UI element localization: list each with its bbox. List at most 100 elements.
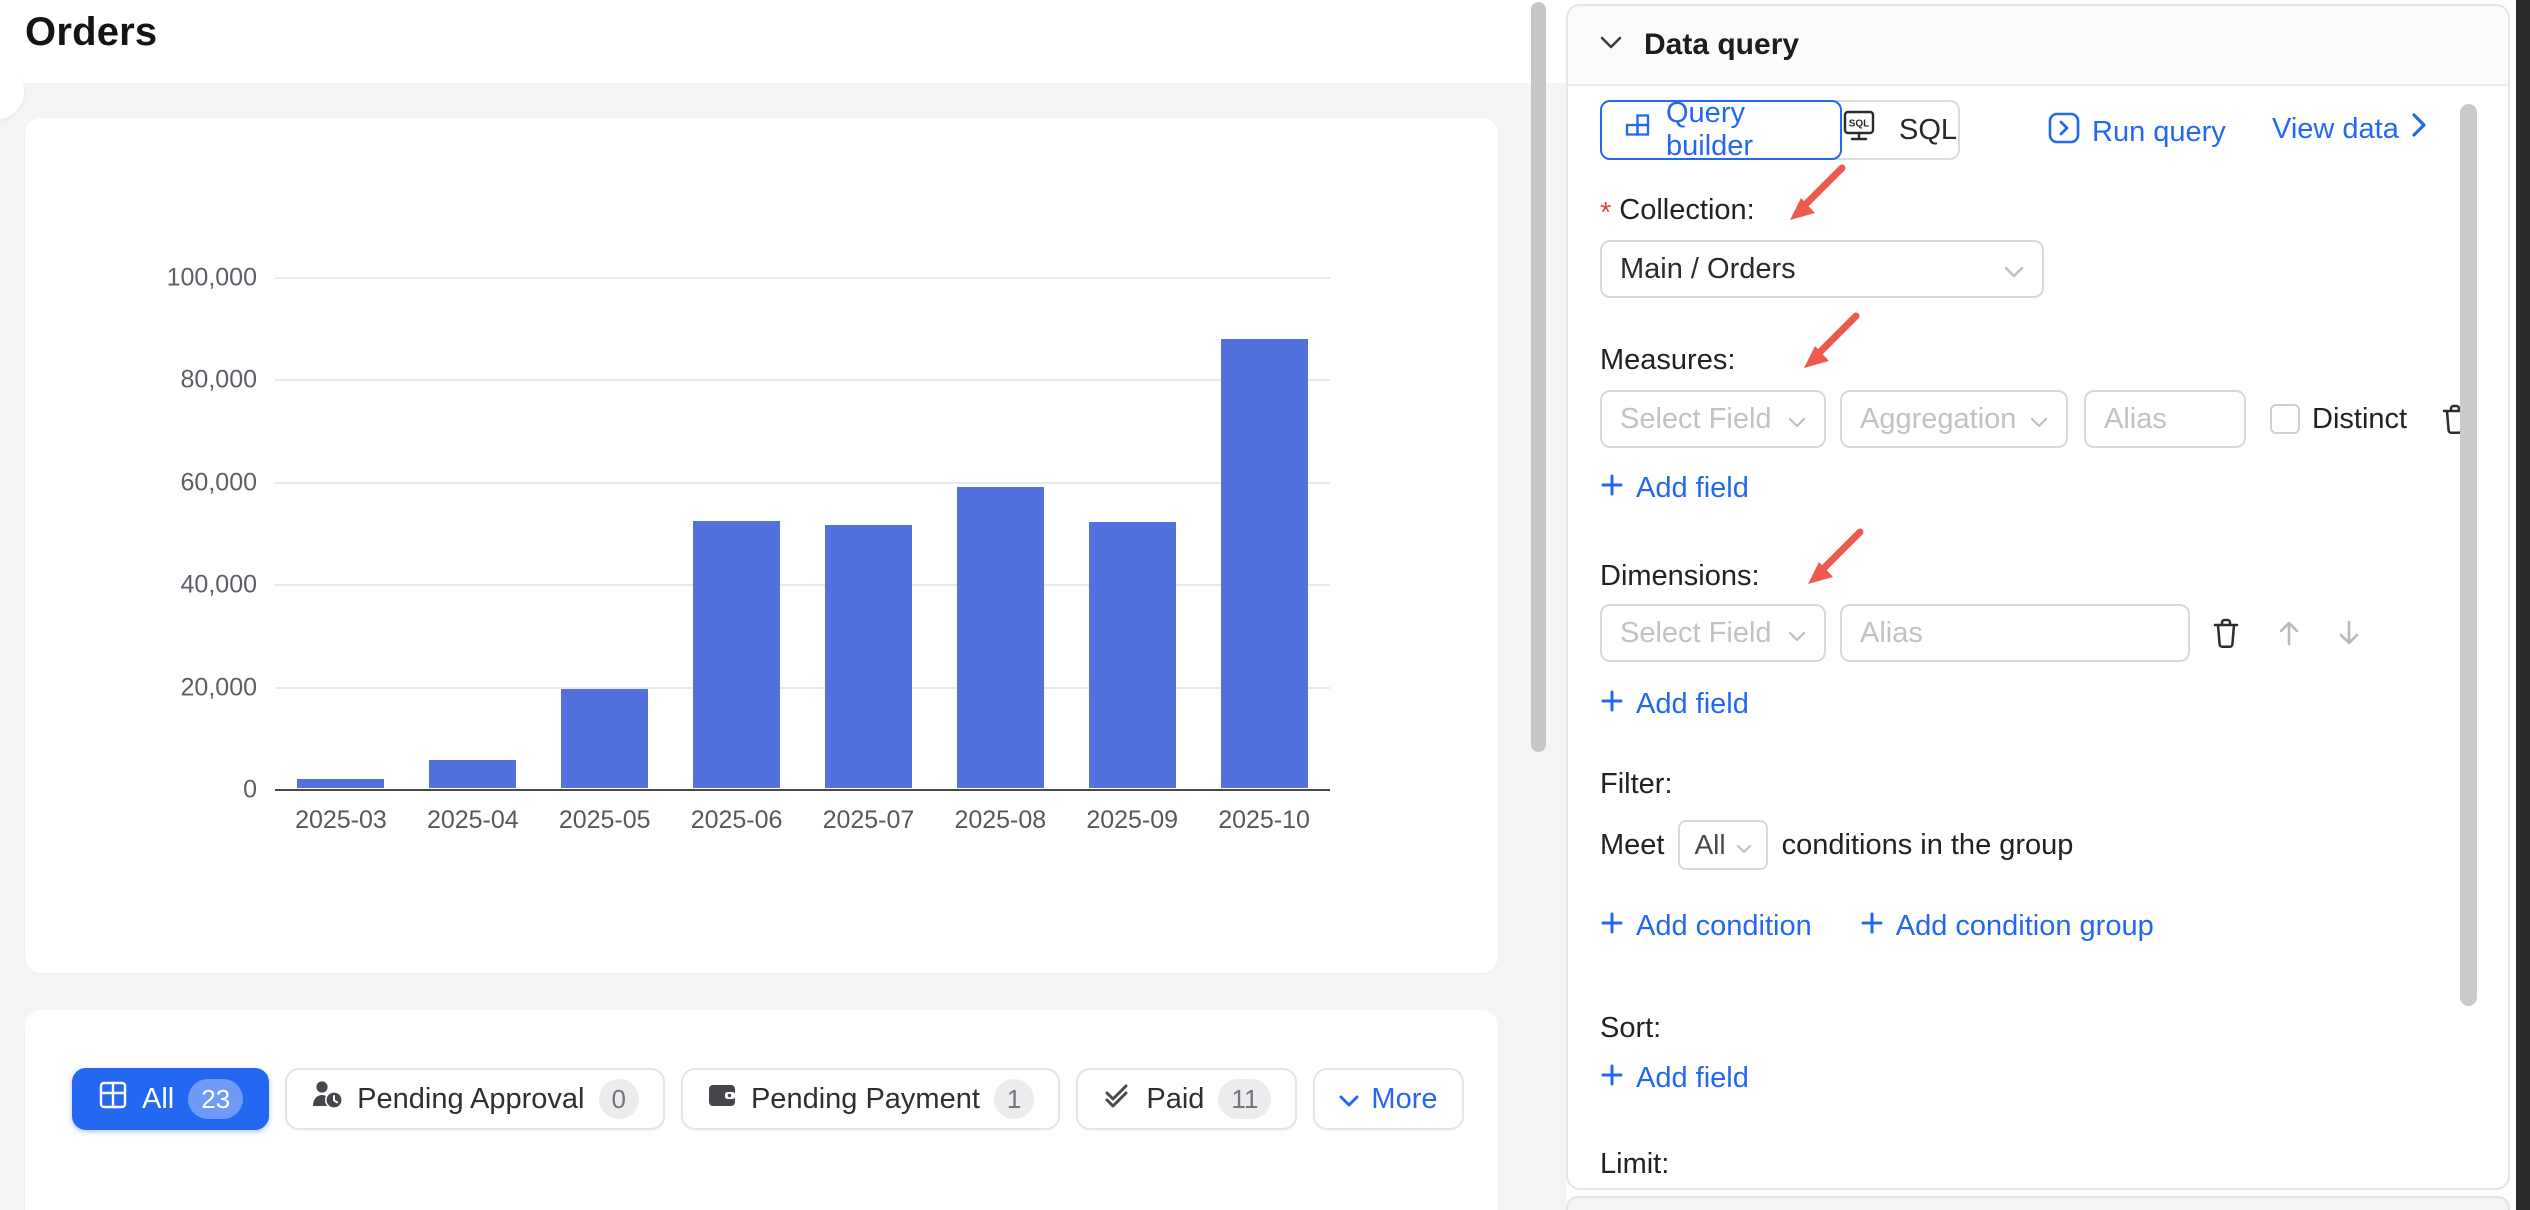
alias-placeholder: Alias [2104, 402, 2167, 435]
collection-value: Main / Orders [1620, 252, 1796, 285]
next-section-header [1566, 1196, 2510, 1210]
data-query-panel: Data query Query builder SQL [1566, 4, 2510, 1190]
run-query-label: Run query [2092, 115, 2226, 148]
bar-2025-09[interactable] [1088, 522, 1176, 788]
user-clock-icon [311, 1079, 344, 1119]
filter-mode-value: All [1694, 829, 1726, 860]
bar-2025-06[interactable] [693, 520, 781, 788]
chevron-right-icon [2411, 112, 2427, 146]
plus-icon [1600, 1062, 1624, 1095]
select-field-placeholder: Select Field [1620, 402, 1772, 435]
view-data-label: View data [2272, 112, 2399, 145]
filter-meet-row: Meet All conditions in the group [1600, 820, 2073, 870]
bar-2025-04[interactable] [429, 760, 517, 788]
page-scrollbar[interactable] [1531, 2, 1546, 752]
count-badge: 0 [598, 1079, 639, 1119]
collection-label: * Collection: [1600, 194, 1755, 229]
x-axis-tick-label: 2025-04 [426, 806, 519, 834]
y-axis-tick-label: 20,000 [180, 673, 257, 702]
sort-add-field-button[interactable]: Add field [1600, 1062, 1749, 1095]
gridline [275, 379, 1330, 382]
chevron-down-icon [1736, 829, 1752, 861]
x-axis-tick-label: 2025-10 [1218, 806, 1310, 834]
alias-placeholder: Alias [1860, 616, 1923, 649]
window-edge [2516, 0, 2530, 1210]
filter-mode-select[interactable]: All [1678, 820, 1768, 870]
bar-2025-08[interactable] [956, 486, 1044, 788]
filter-button-pending-payment[interactable]: Pending Payment 1 [680, 1068, 1061, 1130]
dimension-alias-input[interactable]: Alias [1840, 604, 2190, 662]
query-mode-tabs: Query builder SQL SQL [1600, 97, 1960, 162]
svg-text:SQL: SQL [1849, 119, 1870, 130]
sql-monitor-icon: SQL [1841, 109, 1877, 151]
plus-icon [1860, 910, 1884, 943]
dimensions-label: Dimensions: [1600, 560, 1760, 592]
run-query-button[interactable]: Run query [2048, 112, 2226, 152]
bar-2025-03[interactable] [297, 779, 385, 788]
aggregation-placeholder: Aggregation [1860, 402, 2017, 435]
filter-button-all[interactable]: All 23 [72, 1068, 270, 1130]
tab-query-builder[interactable]: Query builder [1600, 97, 1842, 162]
gridline [275, 686, 1330, 689]
dimensions-row: Select Field Alias [1600, 604, 2364, 662]
count-badge: 23 [188, 1079, 244, 1119]
add-condition-button[interactable]: Add condition [1600, 910, 1812, 943]
filter-label: More [1371, 1082, 1438, 1115]
bar-2025-05[interactable] [561, 688, 649, 788]
measures-label: Measures: [1600, 344, 1736, 376]
dimensions-add-field-button[interactable]: Add field [1600, 688, 1749, 721]
plus-icon [1600, 472, 1624, 505]
query-builder-icon [1624, 112, 1654, 148]
chevron-down-icon [1600, 36, 1622, 55]
y-axis-tick-label: 60,000 [180, 468, 257, 497]
x-axis-tick-label: 2025-08 [954, 806, 1047, 834]
filter-label: Paid [1146, 1082, 1205, 1115]
page-title: Orders [25, 10, 158, 54]
limit-label: Limit: [1600, 1148, 1670, 1180]
filter-label: All [142, 1082, 175, 1115]
filter-actions-row: Add condition Add condition group [1600, 910, 2154, 943]
filter-button-pending-approval[interactable]: Pending Approval 0 [285, 1068, 665, 1130]
chevron-down-icon [1788, 617, 1806, 650]
y-axis-tick-label: 100,000 [166, 263, 257, 292]
dimension-field-select[interactable]: Select Field [1600, 604, 1826, 662]
collection-select[interactable]: Main / Orders [1600, 240, 2044, 298]
sort-label: Sort: [1600, 1012, 1662, 1044]
page-header-strip [0, 0, 1566, 83]
panel-scrollbar[interactable] [2460, 104, 2477, 1006]
bar-2025-10[interactable] [1220, 338, 1308, 788]
orders-bar-chart [275, 277, 1330, 791]
double-check-icon [1102, 1080, 1132, 1118]
required-asterisk: * [1600, 197, 1612, 229]
measure-alias-input[interactable]: Alias [2084, 390, 2246, 448]
distinct-label: Distinct [2312, 402, 2408, 435]
move-up-button[interactable] [2274, 618, 2304, 648]
x-axis-tick-label: 2025-06 [690, 806, 783, 834]
x-axis-tick-label: 2025-07 [822, 806, 915, 834]
plus-icon [1600, 910, 1624, 943]
filter-label: Pending Payment [750, 1082, 980, 1115]
filter-button-more[interactable]: More [1313, 1068, 1464, 1130]
x-axis-line [275, 789, 1330, 791]
add-condition-group-button[interactable]: Add condition group [1860, 910, 2154, 943]
measure-field-select[interactable]: Select Field [1600, 390, 1826, 448]
panel-title: Data query [1644, 28, 1800, 61]
filter-label: Filter: [1600, 768, 1673, 800]
delete-dimension-button[interactable] [2210, 616, 2242, 650]
move-down-button[interactable] [2334, 618, 2364, 648]
view-data-link[interactable]: View data [2272, 112, 2427, 146]
count-badge: 1 [993, 1079, 1035, 1119]
gridline [275, 481, 1330, 484]
filter-button-paid[interactable]: Paid 11 [1076, 1068, 1298, 1130]
gridline [275, 584, 1330, 587]
plus-icon [1600, 688, 1624, 721]
bar-2025-07[interactable] [824, 525, 912, 788]
data-query-header[interactable]: Data query [1568, 6, 2508, 86]
run-icon [2048, 112, 2080, 152]
aggregation-select[interactable]: Aggregation [1840, 390, 2068, 448]
measures-add-field-button[interactable]: Add field [1600, 472, 1749, 505]
tab-sql[interactable]: SQL SQL [1840, 102, 1958, 158]
distinct-checkbox[interactable] [2270, 404, 2300, 434]
orders-chart-card: 0 20,000 40,000 60,000 80,000 100,000 2025-03… [25, 118, 1498, 973]
